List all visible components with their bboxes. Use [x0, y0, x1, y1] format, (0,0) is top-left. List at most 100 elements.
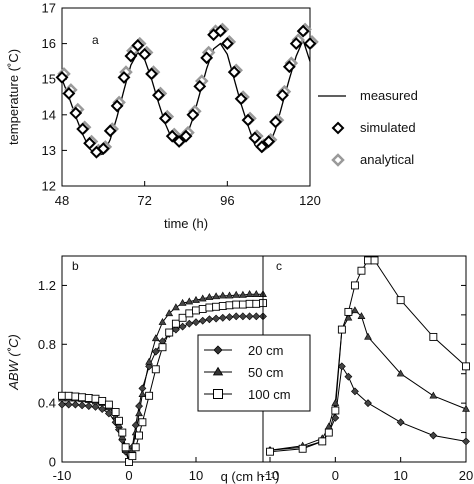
b-point — [178, 298, 187, 306]
simulated-point — [145, 67, 158, 81]
b-xtick-label: 10 — [189, 468, 203, 483]
c-point — [331, 413, 340, 422]
b-point — [171, 325, 180, 334]
b-point — [151, 334, 160, 342]
b-point — [131, 443, 140, 452]
simulated-point — [255, 140, 269, 154]
a-ytick-label: 14 — [42, 107, 56, 122]
simulated-point — [69, 106, 83, 120]
b-point — [165, 309, 174, 317]
a-xtick-label: 96 — [220, 193, 234, 208]
c-point — [331, 406, 340, 415]
b-xtick-label: -10 — [53, 468, 72, 483]
panel-a-letter: a — [92, 33, 99, 47]
c-point — [462, 404, 470, 412]
b-point — [78, 401, 87, 410]
b-point — [78, 393, 87, 402]
b-point — [151, 365, 160, 374]
simulated-point — [179, 129, 193, 143]
b-point — [104, 409, 113, 418]
b-point — [232, 312, 241, 321]
simulated-point — [200, 51, 214, 65]
b-ytick-label: 1.2 — [38, 278, 56, 293]
b-point — [245, 299, 254, 308]
c-xtick-label: 20 — [459, 468, 473, 483]
simulated-point — [165, 129, 179, 143]
c-point — [344, 313, 353, 321]
c-point — [351, 306, 359, 314]
panel-a: a 12 13 14 15 16 17 48 72 96 120 time (h) temper… — [6, 1, 418, 232]
b-point — [225, 301, 234, 310]
b-point — [185, 297, 194, 305]
simulated-point — [131, 38, 145, 52]
b-point — [225, 291, 234, 299]
b-point — [64, 400, 73, 409]
panel-a-xlabel: time (h) — [164, 216, 208, 231]
b-point — [121, 443, 130, 452]
b-point — [238, 312, 247, 321]
c-point — [429, 391, 438, 399]
panel-c-letter: c — [276, 259, 282, 273]
simulated-point — [262, 135, 276, 148]
b-point — [64, 391, 73, 400]
b-point — [198, 294, 207, 302]
b-point — [104, 400, 113, 409]
simulated-point — [62, 87, 76, 100]
b-point — [185, 309, 194, 318]
b-ytick-label: 0.4 — [38, 396, 56, 411]
b-point — [245, 290, 254, 297]
c-point — [357, 266, 366, 275]
b-point — [98, 405, 107, 413]
legend-50cm-label: 50 cm — [248, 365, 283, 380]
legend-100cm-label: 100 cm — [248, 387, 291, 402]
b-point — [238, 300, 247, 309]
b-point — [135, 409, 143, 417]
c-point — [331, 398, 340, 406]
b-point — [71, 392, 80, 401]
b-point — [245, 312, 254, 321]
legend-50cm-marker — [212, 366, 224, 376]
b-ytick-label: 0.8 — [38, 337, 56, 352]
b-point — [128, 452, 137, 461]
simulated-point — [152, 88, 165, 102]
simulated-point — [172, 135, 186, 148]
b-point — [212, 292, 221, 300]
simulated-point — [186, 108, 200, 122]
b-point — [218, 291, 227, 299]
b-point — [252, 299, 261, 308]
c-point — [337, 325, 346, 334]
panel-bc-xlabel: q (cm h⁻¹) — [221, 469, 280, 484]
simulated-point — [289, 37, 303, 51]
a-ytick-label: 12 — [42, 179, 56, 194]
panel-b-letter: b — [72, 259, 79, 273]
legend-20cm-label: 20 cm — [248, 343, 283, 358]
c-point — [462, 362, 470, 371]
b-point — [58, 391, 66, 400]
simulated-point — [96, 142, 110, 156]
simulated-point — [227, 65, 241, 79]
legend-simulated-marker — [331, 121, 345, 135]
b-point — [98, 396, 107, 405]
b-point — [135, 402, 143, 411]
simulated-point — [158, 111, 172, 125]
legend-measured-label: measured — [360, 88, 418, 103]
panel-c: c -10 0 10 20 — [261, 255, 473, 483]
b-point — [232, 290, 241, 298]
panel-a-ylabel: temperature (˚C) — [6, 49, 21, 145]
simulated-point — [214, 24, 227, 38]
simulated-point — [193, 79, 207, 93]
b-point — [178, 322, 187, 331]
c-point — [344, 372, 353, 381]
panel-a-frame — [61, 7, 311, 187]
b-point — [84, 394, 93, 402]
c-point — [462, 437, 470, 446]
simulated-point — [248, 131, 262, 145]
simulated-point — [124, 49, 138, 63]
b-point — [205, 292, 214, 300]
b-point — [135, 431, 144, 440]
simulated-point — [117, 71, 131, 84]
c-point — [370, 256, 379, 265]
b-point — [232, 300, 241, 309]
simulated-point — [234, 92, 248, 106]
b-point — [91, 394, 100, 403]
